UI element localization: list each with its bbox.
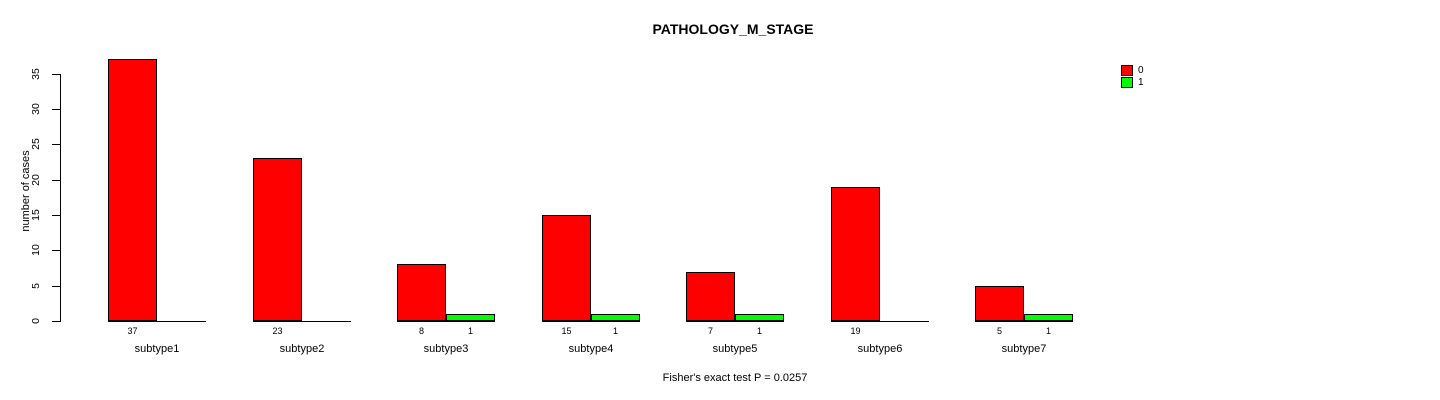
legend-item-0: 0 <box>1121 65 1144 76</box>
y-axis-line <box>60 74 61 322</box>
bar-value-label: 1 <box>756 326 762 336</box>
group-baseline <box>975 321 1073 322</box>
x-category-label: subtype1 <box>134 343 180 355</box>
y-tick-label: 20 <box>29 174 42 186</box>
bar-value-label: 19 <box>850 326 861 336</box>
x-category-label: subtype4 <box>568 343 614 355</box>
bar-value-label: 7 <box>707 326 713 336</box>
legend-item-1: 1 <box>1121 77 1144 88</box>
bar-0-subtype3 <box>397 264 446 321</box>
bar-value-label: 37 <box>127 326 138 336</box>
y-tick <box>52 180 60 181</box>
y-tick <box>52 286 60 287</box>
y-tick <box>52 144 60 145</box>
group-baseline <box>397 321 495 322</box>
group-baseline <box>253 321 351 322</box>
group-baseline <box>108 321 206 322</box>
y-tick-label: 10 <box>29 244 42 256</box>
x-category-label: subtype7 <box>1001 343 1047 355</box>
y-tick-label: 0 <box>29 318 42 324</box>
bar-0-subtype5 <box>686 272 735 321</box>
group-baseline <box>542 321 640 322</box>
bar-value-label: 1 <box>467 326 473 336</box>
x-category-label: subtype5 <box>712 343 758 355</box>
bar-1-subtype7 <box>1024 314 1073 321</box>
y-tick-label: 35 <box>29 68 42 80</box>
bar-value-label: 1 <box>612 326 618 336</box>
bar-1-subtype4 <box>591 314 640 321</box>
y-tick-label: 5 <box>29 283 42 289</box>
legend-label: 1 <box>1138 77 1144 88</box>
bar-value-label: 5 <box>996 326 1002 336</box>
y-tick <box>52 109 60 110</box>
bar-0-subtype4 <box>542 215 591 321</box>
x-category-label: subtype2 <box>279 343 325 355</box>
bar-0-subtype2 <box>253 158 302 321</box>
legend-swatch-0 <box>1121 65 1133 76</box>
bar-0-subtype1 <box>108 59 157 321</box>
bar-0-subtype7 <box>975 286 1024 321</box>
legend-swatch-1 <box>1121 77 1133 88</box>
bar-value-label: 23 <box>272 326 283 336</box>
bar-1-subtype3 <box>446 314 495 321</box>
y-tick-label: 25 <box>29 138 42 150</box>
y-tick <box>52 321 60 322</box>
chart-title: PATHOLOGY_M_STAGE <box>652 21 814 37</box>
bar-1-subtype5 <box>735 314 784 321</box>
x-category-label: subtype6 <box>857 343 903 355</box>
bar-value-label: 15 <box>561 326 572 336</box>
x-category-label: subtype3 <box>423 343 469 355</box>
y-tick <box>52 215 60 216</box>
group-baseline <box>686 321 784 322</box>
y-tick-label: 15 <box>29 209 42 221</box>
y-tick <box>52 74 60 75</box>
bar-value-label: 1 <box>1045 326 1051 336</box>
group-baseline <box>831 321 929 322</box>
bar-0-subtype6 <box>831 187 880 321</box>
annotation-fisher-test: Fisher's exact test P = 0.0257 <box>662 372 808 384</box>
y-tick <box>52 250 60 251</box>
legend-label: 0 <box>1138 65 1144 76</box>
bar-value-label: 8 <box>418 326 424 336</box>
y-tick-label: 30 <box>29 103 42 115</box>
